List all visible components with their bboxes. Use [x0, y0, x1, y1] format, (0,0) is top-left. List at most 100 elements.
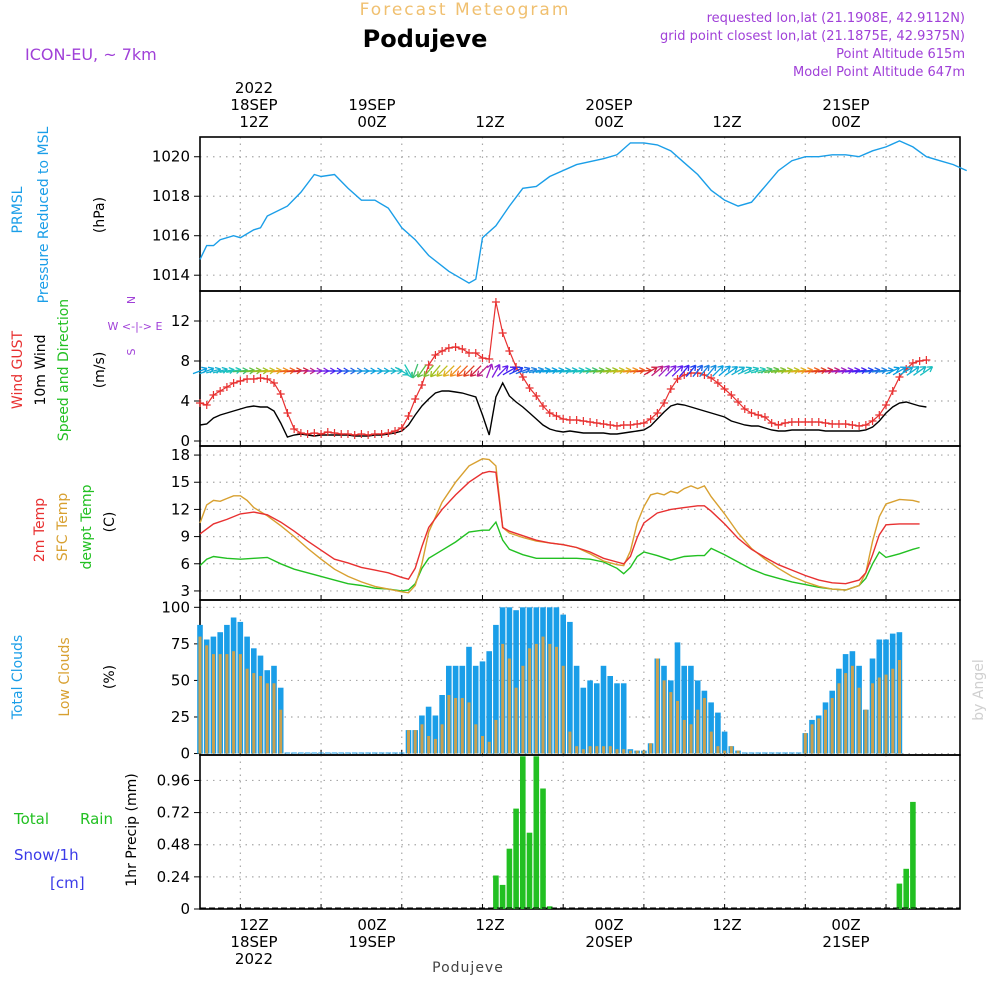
gust-point: [781, 419, 790, 427]
low-cloud-bar: [460, 698, 464, 754]
dewpt-label: dewpt Temp: [79, 484, 95, 569]
gust-point: [471, 349, 480, 357]
y-tick-label: 0.48: [157, 836, 190, 854]
gust-point: [552, 412, 561, 420]
gust-point: [465, 349, 474, 357]
pressure-unit: (hPa): [92, 197, 108, 233]
wind-direction-arrow: [476, 365, 489, 377]
wind-direction-arrow: [463, 365, 475, 377]
wind-direction-arrow: [699, 364, 710, 378]
low-cloud-bar: [272, 683, 276, 754]
top-tick-hour: 00Z: [357, 113, 386, 131]
low-clouds-label: Low Clouds: [57, 637, 73, 716]
gust-point: [229, 379, 238, 387]
low-cloud-bar: [891, 668, 895, 754]
total-cloud-bar: [284, 752, 291, 754]
gust-point: [276, 390, 285, 398]
total-cloud-bar: [378, 752, 385, 754]
gust-point: [196, 399, 204, 407]
gust-point: [612, 422, 621, 430]
wind-direction-arrow: [496, 365, 509, 377]
bottom-tick-date: 19SEP: [348, 933, 395, 951]
top-tick-hour: 12Z: [239, 113, 268, 131]
low-cloud-bar: [662, 680, 666, 754]
gust-point: [882, 401, 891, 409]
low-cloud-bar: [420, 724, 424, 754]
top-tick-hour: 12Z: [712, 113, 741, 131]
gust-point: [572, 416, 581, 424]
low-cloud-bar: [682, 719, 686, 754]
low-cloud-bar: [581, 749, 585, 754]
compass-south: S: [125, 348, 138, 355]
wind-direction-arrow: [731, 366, 746, 376]
wind-direction-arrow: [651, 365, 664, 377]
low-cloud-bar: [898, 660, 901, 754]
total-cloud-bar: [338, 752, 344, 754]
wind-direction-arrow: [705, 364, 717, 378]
low-cloud-bar: [830, 698, 834, 754]
gust-point: [377, 430, 386, 438]
gust-point: [539, 402, 548, 410]
temp2m-line: [199, 470, 920, 585]
low-cloud-bar: [844, 673, 848, 754]
low-cloud-bar: [541, 636, 545, 754]
gust-point: [216, 387, 225, 395]
low-cloud-bar: [824, 709, 827, 754]
total-cloud-bar: [755, 752, 761, 754]
wind-direction-arrow: [712, 365, 724, 377]
gust-point: [586, 418, 595, 426]
low-cloud-bar: [218, 654, 222, 754]
low-cloud-bar: [837, 683, 841, 754]
y-tick-label: 6: [180, 555, 190, 573]
gust-point: [451, 343, 460, 351]
gust-point: [404, 412, 413, 420]
gust-point: [592, 419, 601, 427]
top-tick-date: 21SEP: [822, 96, 869, 114]
gust-point: [808, 418, 817, 426]
total-cloud-bar: [762, 752, 768, 754]
bottom-tick-hour: 12Z: [475, 916, 504, 934]
wind-direction-arrow: [658, 365, 671, 377]
gust-point: [444, 344, 453, 352]
low-cloud-bar: [205, 645, 209, 754]
low-cloud-bar: [676, 700, 679, 754]
requested-coords: requested lon,lat (21.1908E, 42.9112N): [707, 11, 965, 26]
rain-bar: [506, 848, 513, 909]
gust-point: [545, 409, 554, 417]
low-cloud-bar: [548, 643, 552, 754]
precipitation-panel: 0 0.24 0.48 0.72 0.96: [157, 754, 961, 918]
y-tick-label: 0: [180, 745, 190, 763]
low-cloud-bar: [245, 668, 249, 754]
gust-point: [458, 345, 467, 353]
gust-point: [343, 430, 352, 438]
low-cloud-bar: [622, 749, 626, 754]
low-cloud-bar: [413, 730, 417, 754]
total-cloud-bar: [600, 665, 607, 754]
precip-rain-label: Rain: [80, 810, 113, 828]
gust-point: [411, 395, 420, 403]
low-cloud-bar: [803, 733, 807, 754]
gust-point: [579, 417, 588, 425]
model-altitude: Model Point Altitude 647m: [793, 65, 965, 80]
rain-bar: [896, 883, 903, 909]
total-cloud-bar: [325, 752, 331, 754]
y-tick-label: 0: [180, 900, 190, 918]
total-cloud-bar: [318, 752, 324, 754]
low-cloud-bar: [649, 743, 653, 754]
wind-direction-arrow: [410, 363, 419, 379]
low-cloud-bar: [265, 683, 269, 754]
gust-point: [707, 374, 716, 382]
total-cloud-bar: [472, 665, 479, 754]
gust-point: [922, 356, 931, 364]
total-cloud-bar: [513, 610, 519, 754]
y-tick-label: 50: [171, 671, 190, 689]
gust-point: [310, 429, 319, 437]
gust-point: [727, 391, 736, 399]
gust-point: [666, 385, 675, 393]
total-cloud-bar: [479, 661, 486, 754]
total-cloud-bar: [607, 676, 613, 754]
wind-direction-arrow: [502, 366, 517, 376]
rain-bar: [910, 801, 916, 909]
gust-point: [713, 379, 722, 387]
top-tick-hour: 12Z: [475, 113, 504, 131]
